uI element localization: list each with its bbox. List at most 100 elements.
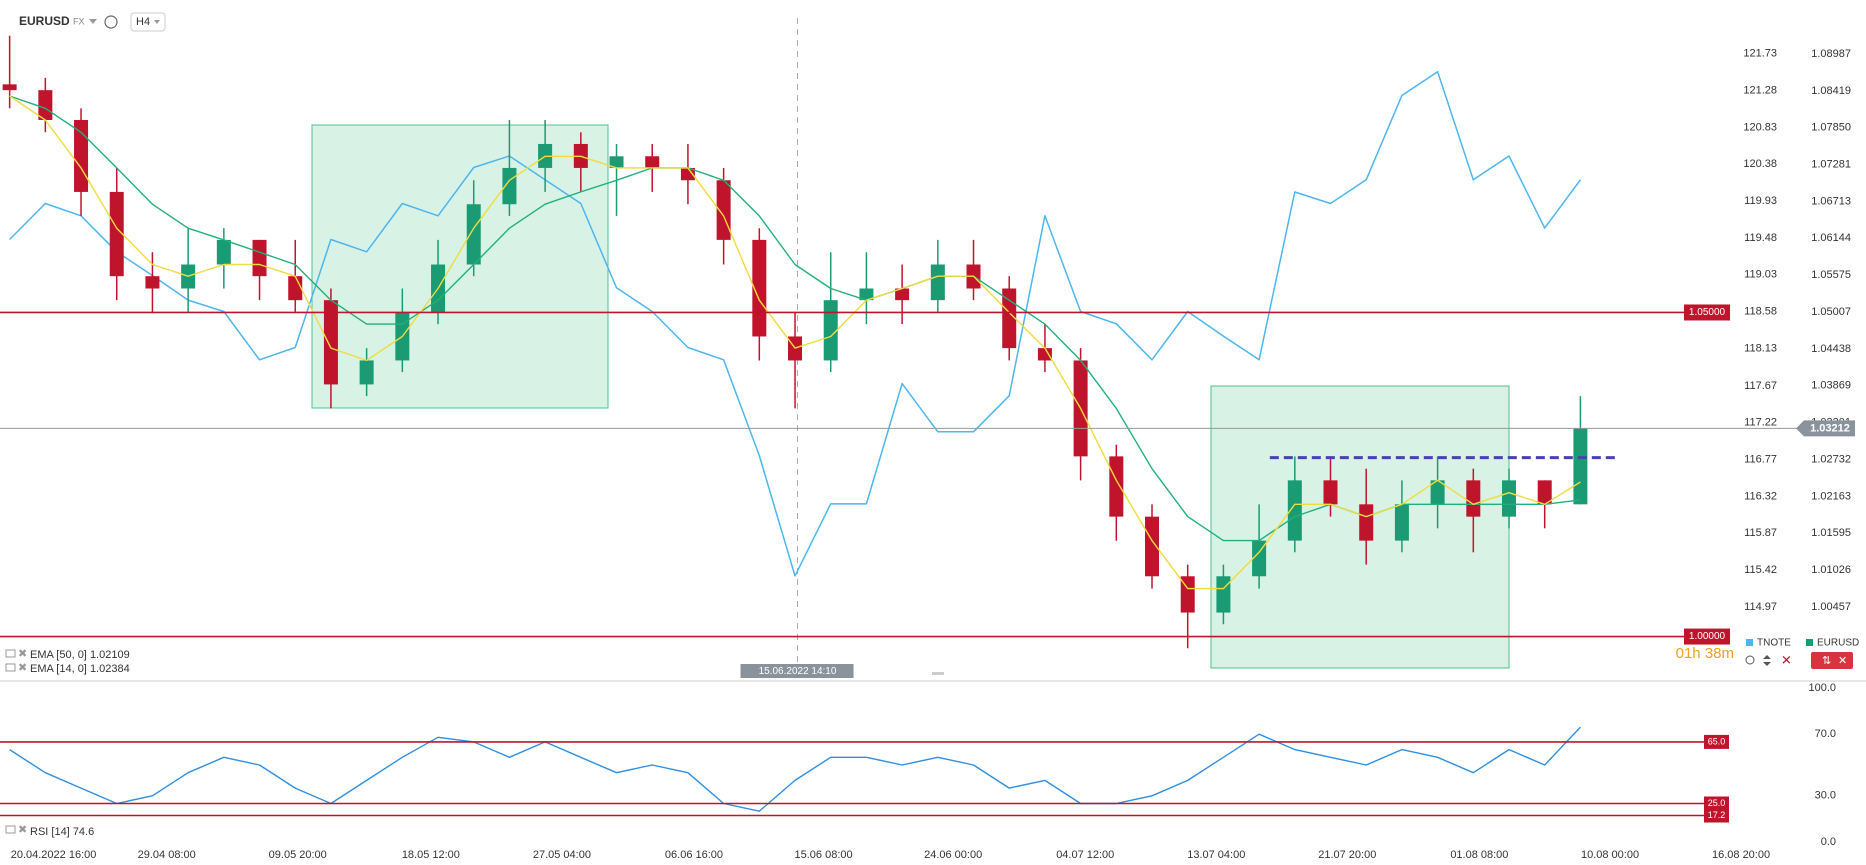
dropdown-icon[interactable] xyxy=(89,19,97,24)
order-icon[interactable] xyxy=(1763,655,1771,666)
x-tick-label: 16.08 20:00 xyxy=(1712,849,1770,861)
y-tick-label: 1.03869 xyxy=(1811,380,1851,392)
y2-tick-label: 115.42 xyxy=(1744,564,1777,576)
y2-tick-label: 120.38 xyxy=(1743,158,1777,170)
y-tick-label: 1.07281 xyxy=(1811,159,1851,171)
indicator-legend: ✖ EMA [50, 0] 1.02109 ✖ EMA [14, 0] 1.02… xyxy=(5,648,130,838)
y-tick-label: 1.06144 xyxy=(1811,232,1851,244)
y2-tick-label: 117.22 xyxy=(1744,417,1777,429)
current-price-label: 1.03212 xyxy=(1810,422,1850,434)
y-tick-label: 1.01595 xyxy=(1811,527,1851,539)
y-tick-label: 1.02163 xyxy=(1811,490,1851,502)
x-tick-label: 01.08 08:00 xyxy=(1450,849,1508,861)
y-tick-label: 1.08419 xyxy=(1811,85,1851,97)
y2-tick-label: 120.83 xyxy=(1743,121,1777,133)
level-tag xyxy=(1684,304,1730,321)
x-tick-label: 29.04 08:00 xyxy=(138,849,196,861)
y2-tick-label: 121.28 xyxy=(1743,84,1777,96)
candle-body xyxy=(38,90,53,120)
legend-entry: RSI [14] 74.6 xyxy=(30,826,94,838)
legend-value: 74.6 xyxy=(73,826,94,838)
x-tick-label: 15.06 08:00 xyxy=(795,849,853,861)
level-tag-label: 17.2 xyxy=(1708,810,1726,820)
visibility-icon[interactable] xyxy=(1745,655,1755,665)
crosshair-label: 15.06.2022 14:10 xyxy=(759,666,837,677)
y-tick-label: 1.04438 xyxy=(1811,343,1851,355)
y-tick-label: 1.06713 xyxy=(1811,195,1851,207)
candle-body xyxy=(859,288,874,301)
x-tick-label: 27.05 04:00 xyxy=(533,849,591,861)
legend-label: EMA [50, 0] xyxy=(30,649,87,661)
candle-body xyxy=(502,167,517,205)
level-tag-label: 25.0 xyxy=(1708,798,1726,808)
line-series xyxy=(9,726,1581,812)
y2-tick-label: 116.77 xyxy=(1744,454,1777,466)
remove-icon[interactable]: ✕ xyxy=(1781,652,1792,667)
main-plot xyxy=(2,18,1588,669)
candle-body xyxy=(288,276,303,301)
legend-icon[interactable]: ✖ xyxy=(18,662,27,674)
candle-body xyxy=(1323,480,1338,505)
y-tick-label: 100.0 xyxy=(1808,682,1836,694)
candle-body xyxy=(252,239,267,277)
ema-line xyxy=(9,95,1581,542)
candle-body xyxy=(2,84,17,91)
series-settings[interactable] xyxy=(1811,652,1853,669)
y-tick-label: 0.0 xyxy=(1821,836,1836,848)
pane-handle[interactable] xyxy=(932,672,944,675)
settings-icon[interactable]: ⇅ xyxy=(1822,655,1831,667)
drawing-rectangle[interactable] xyxy=(311,124,609,409)
candle-body xyxy=(1002,288,1017,349)
candle-body xyxy=(1180,576,1195,613)
y2-tick-label: 119.03 xyxy=(1744,269,1777,281)
y2-tick-label: 115.87 xyxy=(1744,527,1777,539)
level-tag xyxy=(1704,796,1729,811)
candle-body xyxy=(1359,504,1374,541)
candle-body xyxy=(895,288,910,301)
interval-box[interactable] xyxy=(130,12,166,32)
level-tag xyxy=(1704,808,1729,823)
candle-body xyxy=(1145,516,1160,577)
candle-body xyxy=(1573,428,1588,505)
crosshair-tag xyxy=(740,664,854,678)
legend-swatch xyxy=(1806,639,1813,646)
legend-icon[interactable] xyxy=(5,649,16,658)
candle-body xyxy=(1430,480,1445,505)
candle-body xyxy=(1216,576,1231,613)
level-tag-label: 65.0 xyxy=(1708,736,1726,746)
line-series xyxy=(9,70,1582,577)
legend-swatch xyxy=(1746,639,1753,646)
legend-icon[interactable]: ✖ xyxy=(18,824,27,836)
x-tick-label: 20.04.2022 16:00 xyxy=(11,849,97,861)
y-tick-label: 1.02732 xyxy=(1811,453,1851,465)
candle-body xyxy=(680,167,695,181)
candle-body xyxy=(1037,348,1052,361)
symbol[interactable]: EURUSD xyxy=(19,14,70,28)
level-tag xyxy=(1704,734,1729,749)
legend-icon[interactable] xyxy=(5,663,16,672)
legend-icon[interactable] xyxy=(5,825,16,834)
x-tick-label: 10.08 00:00 xyxy=(1581,849,1639,861)
legend-label: RSI [14] xyxy=(30,826,70,838)
legend-label: EMA [14, 0] xyxy=(30,663,87,675)
y2-tick-label: 119.93 xyxy=(1744,195,1777,207)
y2-tick-label: 116.32 xyxy=(1744,490,1777,502)
x-tick-label: 18.05 12:00 xyxy=(402,849,460,861)
y-tick-label: 70.0 xyxy=(1815,728,1836,740)
y-tick-label: 1.07850 xyxy=(1811,122,1851,134)
interval: H4 xyxy=(136,16,150,28)
candle-body xyxy=(1502,480,1517,517)
candle-body xyxy=(1252,540,1267,577)
y2-tick-label: 114.97 xyxy=(1744,601,1777,613)
y-tick-label: 1.08987 xyxy=(1811,48,1851,60)
candle-body xyxy=(1109,456,1124,517)
candle-body xyxy=(466,204,481,265)
legend-label[interactable]: TNOTE xyxy=(1757,638,1791,649)
remove-icon[interactable]: ✕ xyxy=(1838,655,1847,667)
y-tick-label: 1.05575 xyxy=(1811,269,1851,281)
info-icon[interactable] xyxy=(104,15,118,29)
candle-body xyxy=(216,239,231,265)
candle-body xyxy=(1537,480,1552,505)
legend-label[interactable]: EURUSD xyxy=(1817,638,1859,649)
legend-icon[interactable]: ✖ xyxy=(18,648,27,660)
